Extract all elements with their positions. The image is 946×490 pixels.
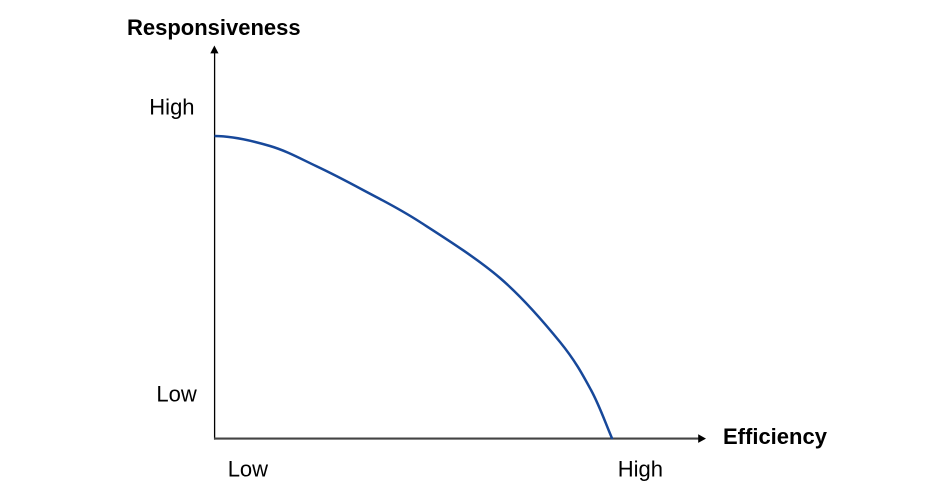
svg-text:Low: Low xyxy=(156,382,196,407)
svg-text:Efficiency: Efficiency xyxy=(723,424,828,449)
svg-text:Responsiveness: Responsiveness xyxy=(127,15,301,40)
svg-text:High: High xyxy=(149,94,194,119)
svg-text:High: High xyxy=(618,457,663,482)
svg-text:Low: Low xyxy=(228,457,268,482)
